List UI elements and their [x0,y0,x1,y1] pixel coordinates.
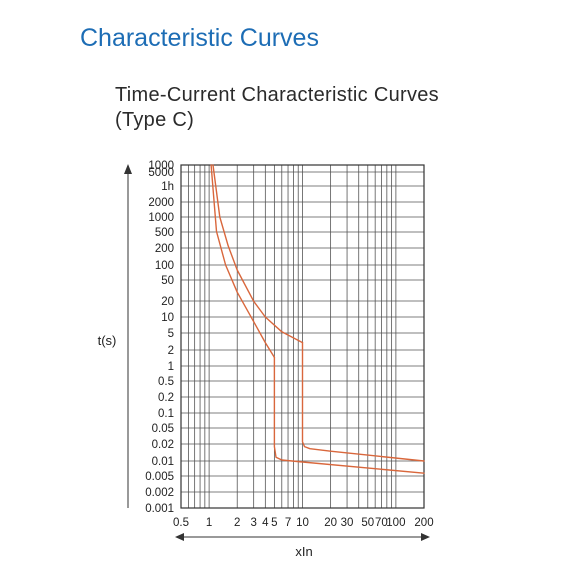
plot-frame [180,164,425,509]
y-tick-label: 5 [168,328,174,340]
y-tick-label: 50 [161,275,174,287]
y-tick-label: 1000 [148,160,174,172]
y-tick-label: 0.001 [145,503,174,515]
x-tick-label: 20 [324,517,337,529]
y-tick-label: 0.05 [152,423,174,435]
x-tick-label: 30 [341,517,354,529]
x-tick-label: 1 [206,517,212,529]
page-heading: Characteristic Curves [80,24,319,52]
x-axis-arrow-head-right [421,533,430,541]
y-axis-arrow-head [124,164,132,174]
y-tick-label: 20 [161,296,174,308]
y-tick-label: 5000 [148,167,174,179]
y-tick-label: 2 [168,345,174,357]
x-axis-label: xIn [295,544,312,559]
y-tick-label: 0.5 [158,376,174,388]
y-tick-label: 0.005 [145,471,174,483]
chart-subtitle: Time-Current Characteristic Curves (Type… [115,83,439,133]
chart-curves [210,164,425,474]
x-tick-label: 10 [296,517,309,529]
y-tick-label: 0.1 [158,408,174,420]
x-tick-label: 70 [375,517,388,529]
x-tick-label: 5 [271,517,277,529]
y-tick-label: 1 [168,361,174,373]
chart-frame [180,164,425,509]
x-tick-label: 200 [414,517,433,529]
y-tick-labels: 100050001h200010005002001005020105210.50… [145,160,174,515]
x-tick-label: 50 [361,517,374,529]
x-axis-arrow-head-left [175,533,184,541]
y-axis-label: t(s) [98,333,117,348]
x-tick-label: 2 [234,517,240,529]
x-tick-label: 4 [262,517,269,529]
curve-series-3 [212,164,304,344]
y-tick-label: 0.02 [152,439,174,451]
y-tick-label: 100 [155,260,174,272]
chart-subtitle-line-1: Time-Current Characteristic Curves [115,84,439,106]
y-tick-label: 0.002 [145,487,174,499]
y-tick-label: 2000 [148,197,174,209]
x-tick-label: 100 [386,517,405,529]
y-tick-label: 1h [161,181,174,193]
y-tick-label: 500 [155,227,174,239]
x-tick-label: 3 [250,517,256,529]
curve-series-1 [210,164,276,359]
x-tick-label: 0.5 [173,517,189,529]
curve-series-2 [273,356,425,474]
curve-series-4 [301,341,425,462]
y-tick-label: 0.01 [152,456,174,468]
y-tick-label: 200 [155,243,174,255]
y-tick-label: 0.2 [158,392,174,404]
chart-axes: t(s) xIn [98,164,430,559]
y-tick-label: 1000 [148,212,174,224]
x-tick-label: 7 [285,517,291,529]
chart-subtitle-line-2: (Type C) [115,109,195,131]
y-tick-label: 10 [161,312,174,324]
